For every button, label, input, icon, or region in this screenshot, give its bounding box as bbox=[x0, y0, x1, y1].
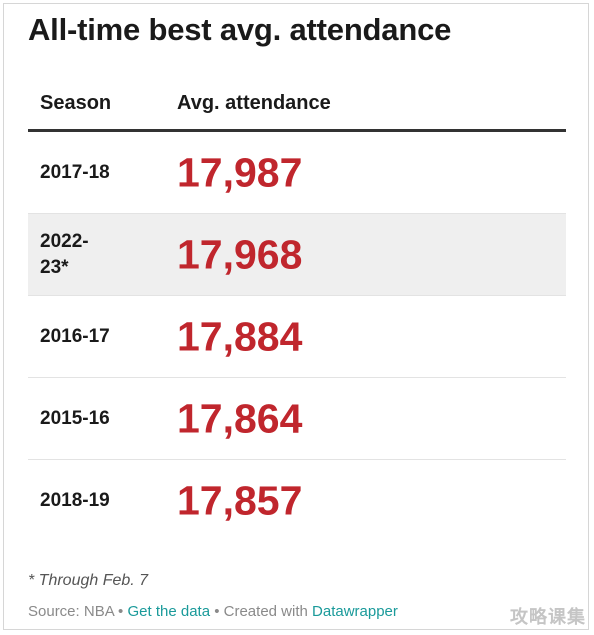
season-cell: 2016-17 bbox=[40, 325, 110, 347]
separator: • bbox=[210, 603, 224, 620]
table-row: 2017-18 17,987 bbox=[28, 132, 566, 214]
attendance-value: 17,987 bbox=[177, 149, 303, 195]
table-row: 2015-16 17,864 bbox=[28, 378, 566, 460]
table-row: 2016-17 17,884 bbox=[28, 296, 566, 378]
card-frame bbox=[3, 3, 589, 630]
column-header-season: Season bbox=[40, 92, 112, 114]
attendance-value: 17,857 bbox=[177, 477, 303, 524]
created-with-label: Created with bbox=[223, 603, 313, 620]
table-row: 2022- 23* 17,968 bbox=[28, 214, 566, 296]
datawrapper-link[interactable]: Datawrapper bbox=[312, 603, 398, 620]
chart-title: All-time best avg. attendance bbox=[28, 12, 452, 47]
attendance-table: Season Avg. attendance 2017-18 17,987 20… bbox=[28, 80, 566, 542]
attendance-value: 17,884 bbox=[177, 313, 303, 359]
attendance-value: 17,864 bbox=[177, 395, 303, 441]
season-cell: 2017-18 bbox=[40, 161, 110, 183]
season-cell: 2018-19 bbox=[40, 490, 110, 511]
table-row: 2018-19 17,857 bbox=[28, 460, 566, 542]
season-cell: 2022- 23* bbox=[40, 230, 89, 278]
source-line: Source: NBA • Get the data • Created wit… bbox=[28, 603, 398, 620]
season-cell: 2015-16 bbox=[40, 407, 110, 429]
footnote: * Through Feb. 7 bbox=[28, 572, 149, 589]
table-header: Season Avg. attendance bbox=[28, 80, 566, 132]
get-the-data-link[interactable]: Get the data bbox=[127, 603, 211, 620]
watermark: 攻略课集 bbox=[510, 607, 586, 628]
separator: • bbox=[113, 603, 128, 620]
attendance-value: 17,968 bbox=[177, 231, 303, 277]
source-label: Source: NBA bbox=[28, 603, 114, 620]
column-header-avg-attendance: Avg. attendance bbox=[177, 92, 331, 114]
